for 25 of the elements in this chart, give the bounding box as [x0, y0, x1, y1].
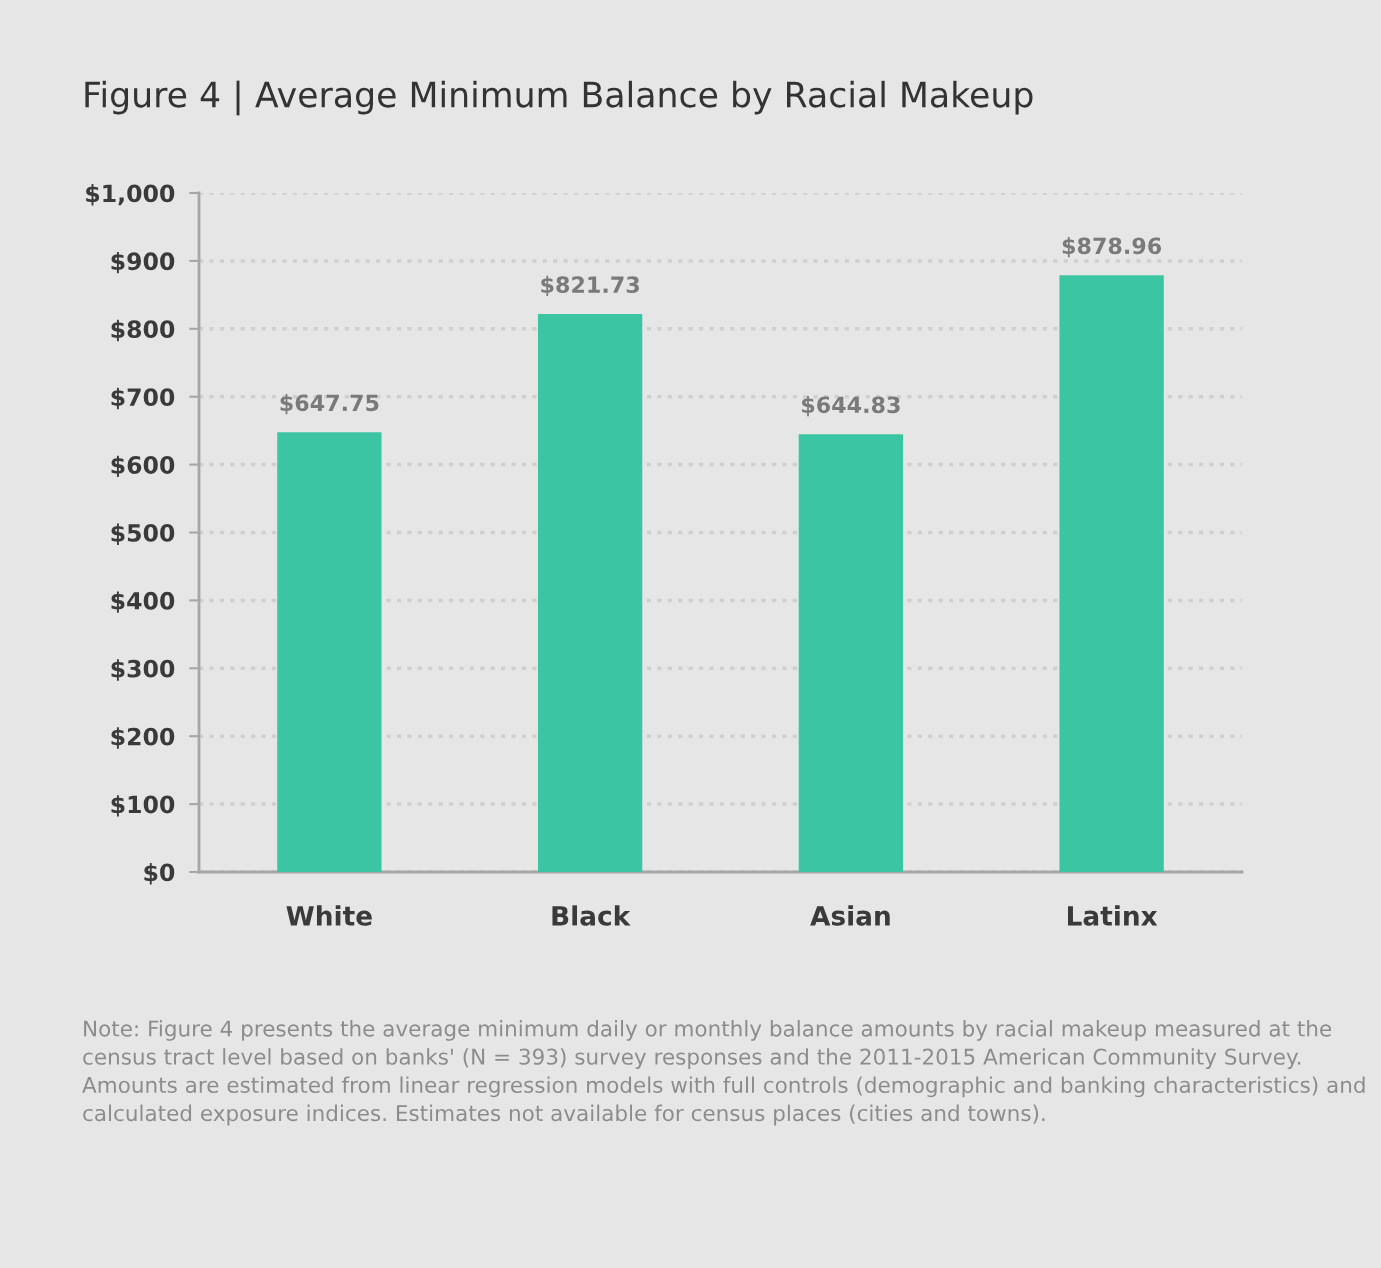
y-tick-label: $1,000 — [86, 184, 175, 206]
x-tick-label: White — [286, 905, 372, 926]
bar — [277, 432, 382, 872]
data-label: $821.73 — [541, 275, 639, 297]
y-tick-label: $500 — [111, 523, 175, 545]
data-label: $647.75 — [280, 394, 379, 415]
y-tick-label: $300 — [111, 659, 175, 681]
chart-title: Figure 4 | Average Minimum Balance by Racial Makeup — [85, 80, 1033, 116]
y-tick-label: $400 — [111, 591, 175, 613]
x-tick-label: Latinx — [1068, 905, 1158, 926]
y-tick-label: $800 — [111, 319, 175, 342]
x-tick-label: Black — [552, 905, 631, 926]
y-tick-label: $100 — [111, 795, 175, 817]
y-tick-label: $0 — [144, 863, 175, 885]
y-tick-label: $600 — [111, 455, 175, 478]
bar — [537, 314, 643, 872]
data-label: $644.83 — [802, 395, 900, 417]
data-label: $878.96 — [1062, 237, 1162, 258]
y-tick-label: $900 — [111, 251, 175, 274]
text: Note: Figure 4 presents the average minimum daily or monthly balance amounts by racial makeup measured at the census tract level based on banks' (N = 393) survey responses and the 2011-2015 American Community Survey. Amounts are estimated from linear regression models with full controls (demographic and banking characteristics) and calculated exposure indices. Estimates not available for census places (cities and towns). — [82, 1020, 1365, 1126]
y-tick-label: $200 — [111, 727, 175, 749]
bar — [1059, 275, 1164, 872]
bar — [798, 434, 904, 872]
y-tick-label: $700 — [111, 387, 175, 410]
x-tick-label: Asian — [810, 905, 890, 926]
